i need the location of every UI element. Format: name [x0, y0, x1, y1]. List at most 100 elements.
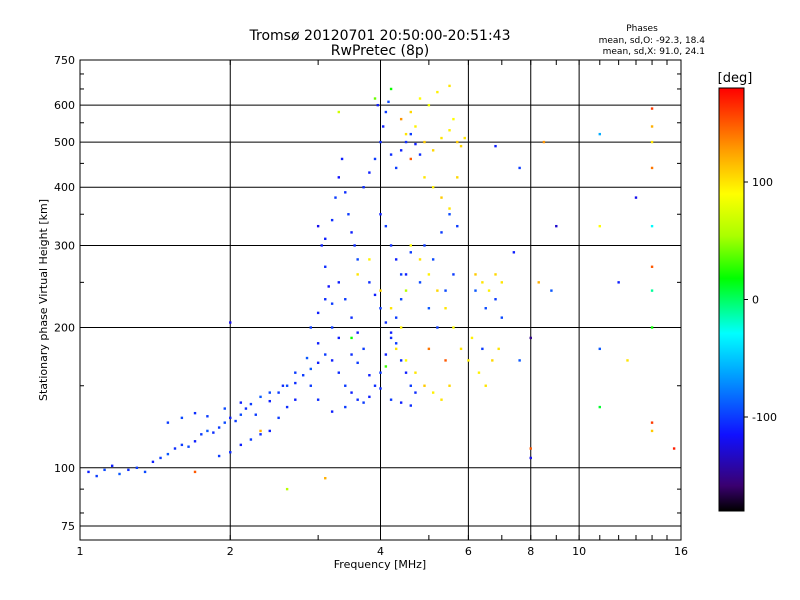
grid [80, 60, 681, 540]
data-point [404, 132, 408, 136]
data-point [650, 125, 654, 128]
data-point [389, 307, 393, 310]
data-point [404, 359, 408, 362]
data-point [448, 384, 451, 387]
data-point [650, 265, 654, 268]
data-point [598, 132, 601, 136]
data-point [448, 129, 451, 132]
data-point [344, 405, 347, 409]
data-point [229, 451, 232, 454]
data-point [330, 218, 334, 222]
data-point [309, 384, 312, 387]
data-point [206, 429, 209, 433]
data-point [404, 140, 408, 144]
data-point [206, 415, 209, 418]
data-point [384, 224, 388, 228]
data-point [344, 384, 347, 387]
data-point [376, 103, 379, 107]
data-point [394, 166, 398, 170]
data-point [234, 419, 237, 423]
data-point [494, 273, 497, 276]
data-point [324, 353, 327, 356]
y-axis: 75 100 200 300 400 500 600 750 [54, 54, 681, 533]
data-point [344, 298, 347, 301]
data-point [379, 140, 382, 144]
data-point [373, 97, 377, 100]
data-point [384, 353, 388, 356]
data-point [356, 398, 359, 401]
data-point [135, 466, 139, 470]
data-point [423, 384, 426, 387]
data-point [634, 196, 638, 199]
data-point [409, 404, 412, 407]
x-tick-label: 1 [77, 545, 84, 558]
data-point [550, 289, 553, 292]
data-point [143, 470, 147, 474]
data-point [316, 342, 320, 345]
data-point [418, 281, 422, 284]
data-point [444, 307, 447, 310]
data-point [389, 398, 393, 401]
data-point [281, 384, 285, 387]
data-point [268, 391, 271, 394]
data-point [316, 224, 320, 228]
x-axis: 1 2 4 6 8 10 16 [77, 60, 688, 558]
data-point [309, 326, 312, 329]
data-point [379, 213, 382, 216]
data-point [650, 421, 654, 424]
data-point [330, 410, 334, 413]
data-point [239, 413, 243, 416]
data-point [389, 87, 393, 91]
data-point [598, 347, 601, 351]
data-point [467, 359, 470, 362]
phase-stats-heading: Phases [626, 24, 658, 34]
data-point [379, 307, 382, 310]
data-point [474, 273, 477, 276]
data-point [529, 447, 532, 450]
data-points [87, 84, 676, 491]
data-point [330, 302, 334, 305]
data-point [423, 140, 426, 144]
data-point [294, 398, 297, 401]
data-point [518, 166, 521, 170]
data-point [431, 258, 435, 261]
data-point [399, 326, 403, 329]
y-tick-label: 750 [54, 54, 75, 67]
data-point [409, 157, 412, 161]
data-point [452, 273, 455, 276]
data-point [337, 371, 341, 374]
data-point [470, 336, 474, 340]
data-point [373, 293, 377, 297]
data-point [320, 244, 323, 247]
data-point [399, 117, 403, 121]
data-point [373, 157, 377, 161]
data-point [477, 371, 481, 374]
data-point [427, 273, 431, 276]
data-point [399, 273, 403, 276]
data-point [347, 213, 350, 216]
data-point [459, 347, 463, 351]
data-point [448, 84, 451, 88]
x-axis-label: Frequency [MHz] [334, 558, 426, 571]
data-point [456, 224, 459, 228]
data-point [95, 474, 98, 478]
data-point [229, 321, 232, 324]
data-point [353, 244, 356, 247]
colorbar-tick-label: 0 [752, 294, 759, 307]
data-point [409, 110, 412, 114]
data-point [389, 336, 393, 340]
y-tick-label: 200 [54, 322, 75, 335]
data-point [394, 342, 398, 345]
data-point [431, 391, 435, 394]
data-point [481, 281, 484, 284]
data-point [151, 460, 155, 464]
data-point [229, 416, 232, 420]
data-point [362, 186, 365, 189]
data-point [484, 307, 487, 310]
data-point [118, 472, 121, 476]
data-point [356, 361, 359, 365]
data-point [362, 347, 365, 351]
data-point [409, 384, 412, 387]
data-point [324, 298, 327, 301]
data-point [356, 331, 359, 334]
